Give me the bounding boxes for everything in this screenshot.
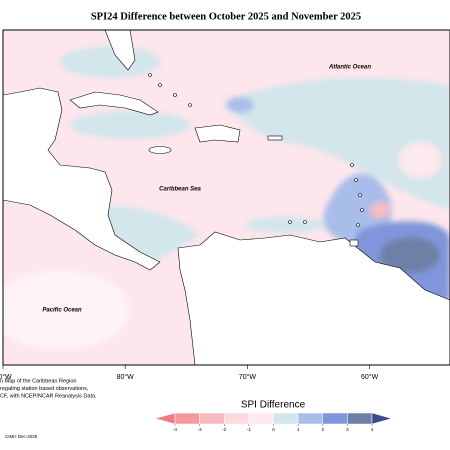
colorbar-tick-label: -1 (247, 427, 251, 432)
colorbar-tick-label: -4 (173, 427, 177, 432)
lon-label: 90°W (0, 373, 12, 381)
colorbar-tick-label: -2 (222, 427, 226, 432)
colorbar-tick-label: 2 (321, 427, 324, 432)
colorbar-bin (174, 412, 200, 425)
footnote-line: regating station based observations, (0, 386, 89, 392)
lon-label: 60°W (361, 373, 379, 381)
colorbar-bin (248, 412, 274, 425)
colorbar-tick-label: 3 (346, 427, 349, 432)
hispaniola (194, 124, 241, 143)
colorbar-bin (347, 412, 373, 425)
central-america (3, 87, 161, 271)
florida (104, 30, 136, 71)
legend-title: SPI Difference (241, 400, 306, 411)
colorbar-bin (199, 412, 225, 425)
south-america (177, 231, 450, 365)
colorbar-tick-label: 0 (272, 427, 275, 432)
map-title: SPI24 Difference between October 2025 an… (91, 11, 361, 22)
colorbar-bin (297, 412, 323, 425)
longitude-labels: 90°W 80°W 70°W 60°W (0, 365, 379, 381)
colorbar-tick-label: 1 (297, 427, 300, 432)
map-frame (2, 29, 450, 366)
ocean-label: Atlantic Ocean (328, 65, 371, 71)
credit: CIMH Dec-2025 (5, 434, 38, 439)
colorbar-bin (224, 412, 250, 425)
footnote: n Map of the Caribbean Region regating st… (0, 378, 97, 399)
lon-label: 70°W (239, 373, 257, 381)
cuba (69, 91, 159, 116)
colorbar-tick-label: -3 (198, 427, 202, 432)
legend: SPI Difference -4 -3 -2 -1 0 1 2 3 4 (154, 400, 393, 432)
small-islands (148, 73, 364, 247)
colorbar-arrow (371, 412, 393, 425)
colorbar-bin (322, 412, 348, 425)
jamaica (148, 146, 172, 154)
map: Atlantic Ocean Caribbean Sea Pacific Oce… (3, 30, 450, 365)
puerto-rico (267, 135, 283, 141)
sea-label: Caribbean Sea (159, 187, 201, 193)
footnote-line: CF, with NCEP/NCAR Reanalysis Data. (0, 393, 97, 399)
colorbar-bin (273, 412, 299, 425)
ocean-label: Pacific Ocean (42, 308, 82, 314)
colorbar-arrow (154, 412, 176, 425)
lon-label: 80°W (117, 373, 135, 381)
footnote-line: n Map of the Caribbean Region (0, 378, 76, 384)
colorbar-tick-label: 4 (371, 427, 374, 432)
